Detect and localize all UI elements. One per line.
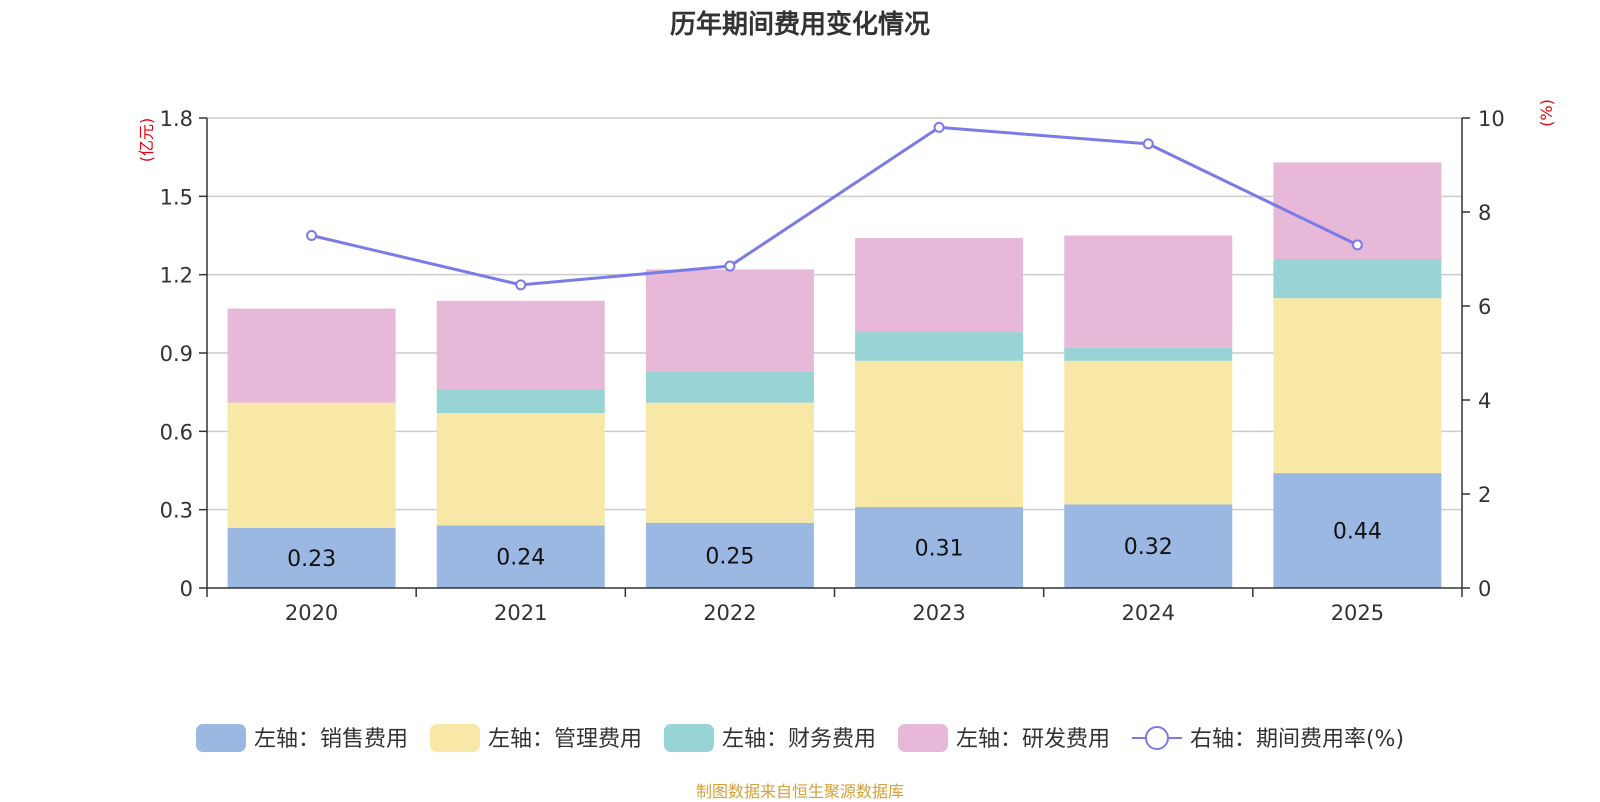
left-tick-label: 0.9 [160,342,193,366]
left-tick-label: 0.3 [160,499,193,523]
bar-segment [1064,347,1233,361]
bar-segment [1064,235,1233,348]
right-tick-label: 4 [1478,389,1491,413]
rate-point [724,260,736,272]
legend-label: 右轴：期间费用率(%) [1190,727,1404,752]
legend-label: 左轴：管理费用 [488,727,642,752]
legend-swatch [429,724,480,752]
bar-segment [645,371,814,403]
left-axis-unit: (亿元) [137,118,156,163]
left-tick-label: 0.6 [160,420,193,444]
axes: 0 0.3 0.6 0.9 1.2 1.5 1.8 0 2 4 6 8 10 2020 2021 2022 20… [137,99,1556,625]
legend: 左轴：销售费用 左轴：管理费用 左轴：财务费用 左轴：研发费用 右轴：期间费用率(%) [195,724,1404,752]
x-tick-label: 2020 [285,601,338,625]
rate-point [1351,239,1363,251]
legend-swatch [195,724,246,752]
source-footer: 制图数据来自恒生聚源数据库 [695,782,904,801]
right-tick-label: 6 [1478,295,1491,319]
bar-data-label: 0.32 [1124,535,1173,560]
left-tick-label: 1.2 [160,264,193,288]
rate-point [306,230,318,241]
legend-label: 左轴：财务费用 [722,727,876,752]
bar-segment [855,360,1024,508]
bar-segment [855,332,1024,361]
bar-segment [1273,298,1442,474]
legend-swatch [897,724,948,752]
bar-segment [227,402,396,528]
rate-point [515,279,527,291]
x-tick-label: 2025 [1331,601,1384,625]
bar-data-label: 0.24 [496,546,545,571]
rate-polyline [311,125,1359,287]
right-tick-label: 8 [1478,201,1491,225]
legend-label: 左轴：销售费用 [254,727,408,752]
bars [227,162,1442,588]
bar-segment [1064,504,1233,588]
bar-segment [1064,360,1233,505]
bar-segment [1273,259,1442,299]
bar-segment [436,300,605,390]
bar-data-label: 0.44 [1333,520,1382,545]
x-tick-label: 2023 [912,601,965,625]
x-tick-label: 2024 [1122,601,1175,625]
bar-segment [436,413,605,526]
bar-segment [855,238,1024,333]
x-tick-label: 2021 [494,601,547,625]
x-tick-label: 2022 [703,601,756,625]
chart-title: 历年期间费用变化情况 [669,10,930,40]
bar-segment [227,308,396,403]
rate-point [933,121,945,133]
right-tick-label: 2 [1478,483,1491,507]
left-tick-label: 1.5 [160,185,193,209]
rate-line [306,121,1363,291]
right-tick-label: 0 [1478,577,1491,601]
legend-label: 左轴：研发费用 [956,727,1110,752]
bar-segment [436,389,605,414]
bar-labels: 0.23 0.24 0.25 0.31 0.32 0.44 [287,520,1382,572]
bar-segment [227,527,396,588]
right-axis-unit: (%) [1537,99,1556,127]
bar-segment [645,402,814,523]
bar-segment [645,269,814,372]
bar-data-label: 0.31 [915,537,964,562]
legend-swatch [663,724,714,752]
rate-point [1142,138,1154,150]
left-tick-label: 1.8 [160,107,193,131]
grid-lines [207,117,1462,511]
right-tick-label: 10 [1478,107,1505,131]
bar-segment [645,522,814,588]
bar-segment [1273,473,1442,588]
bar-data-label: 0.23 [287,547,336,572]
bar-segment [855,507,1024,588]
left-tick-label: 0 [180,577,193,601]
legend-marker [1144,726,1169,750]
bar-segment [436,525,605,588]
bar-data-label: 0.25 [705,544,754,569]
